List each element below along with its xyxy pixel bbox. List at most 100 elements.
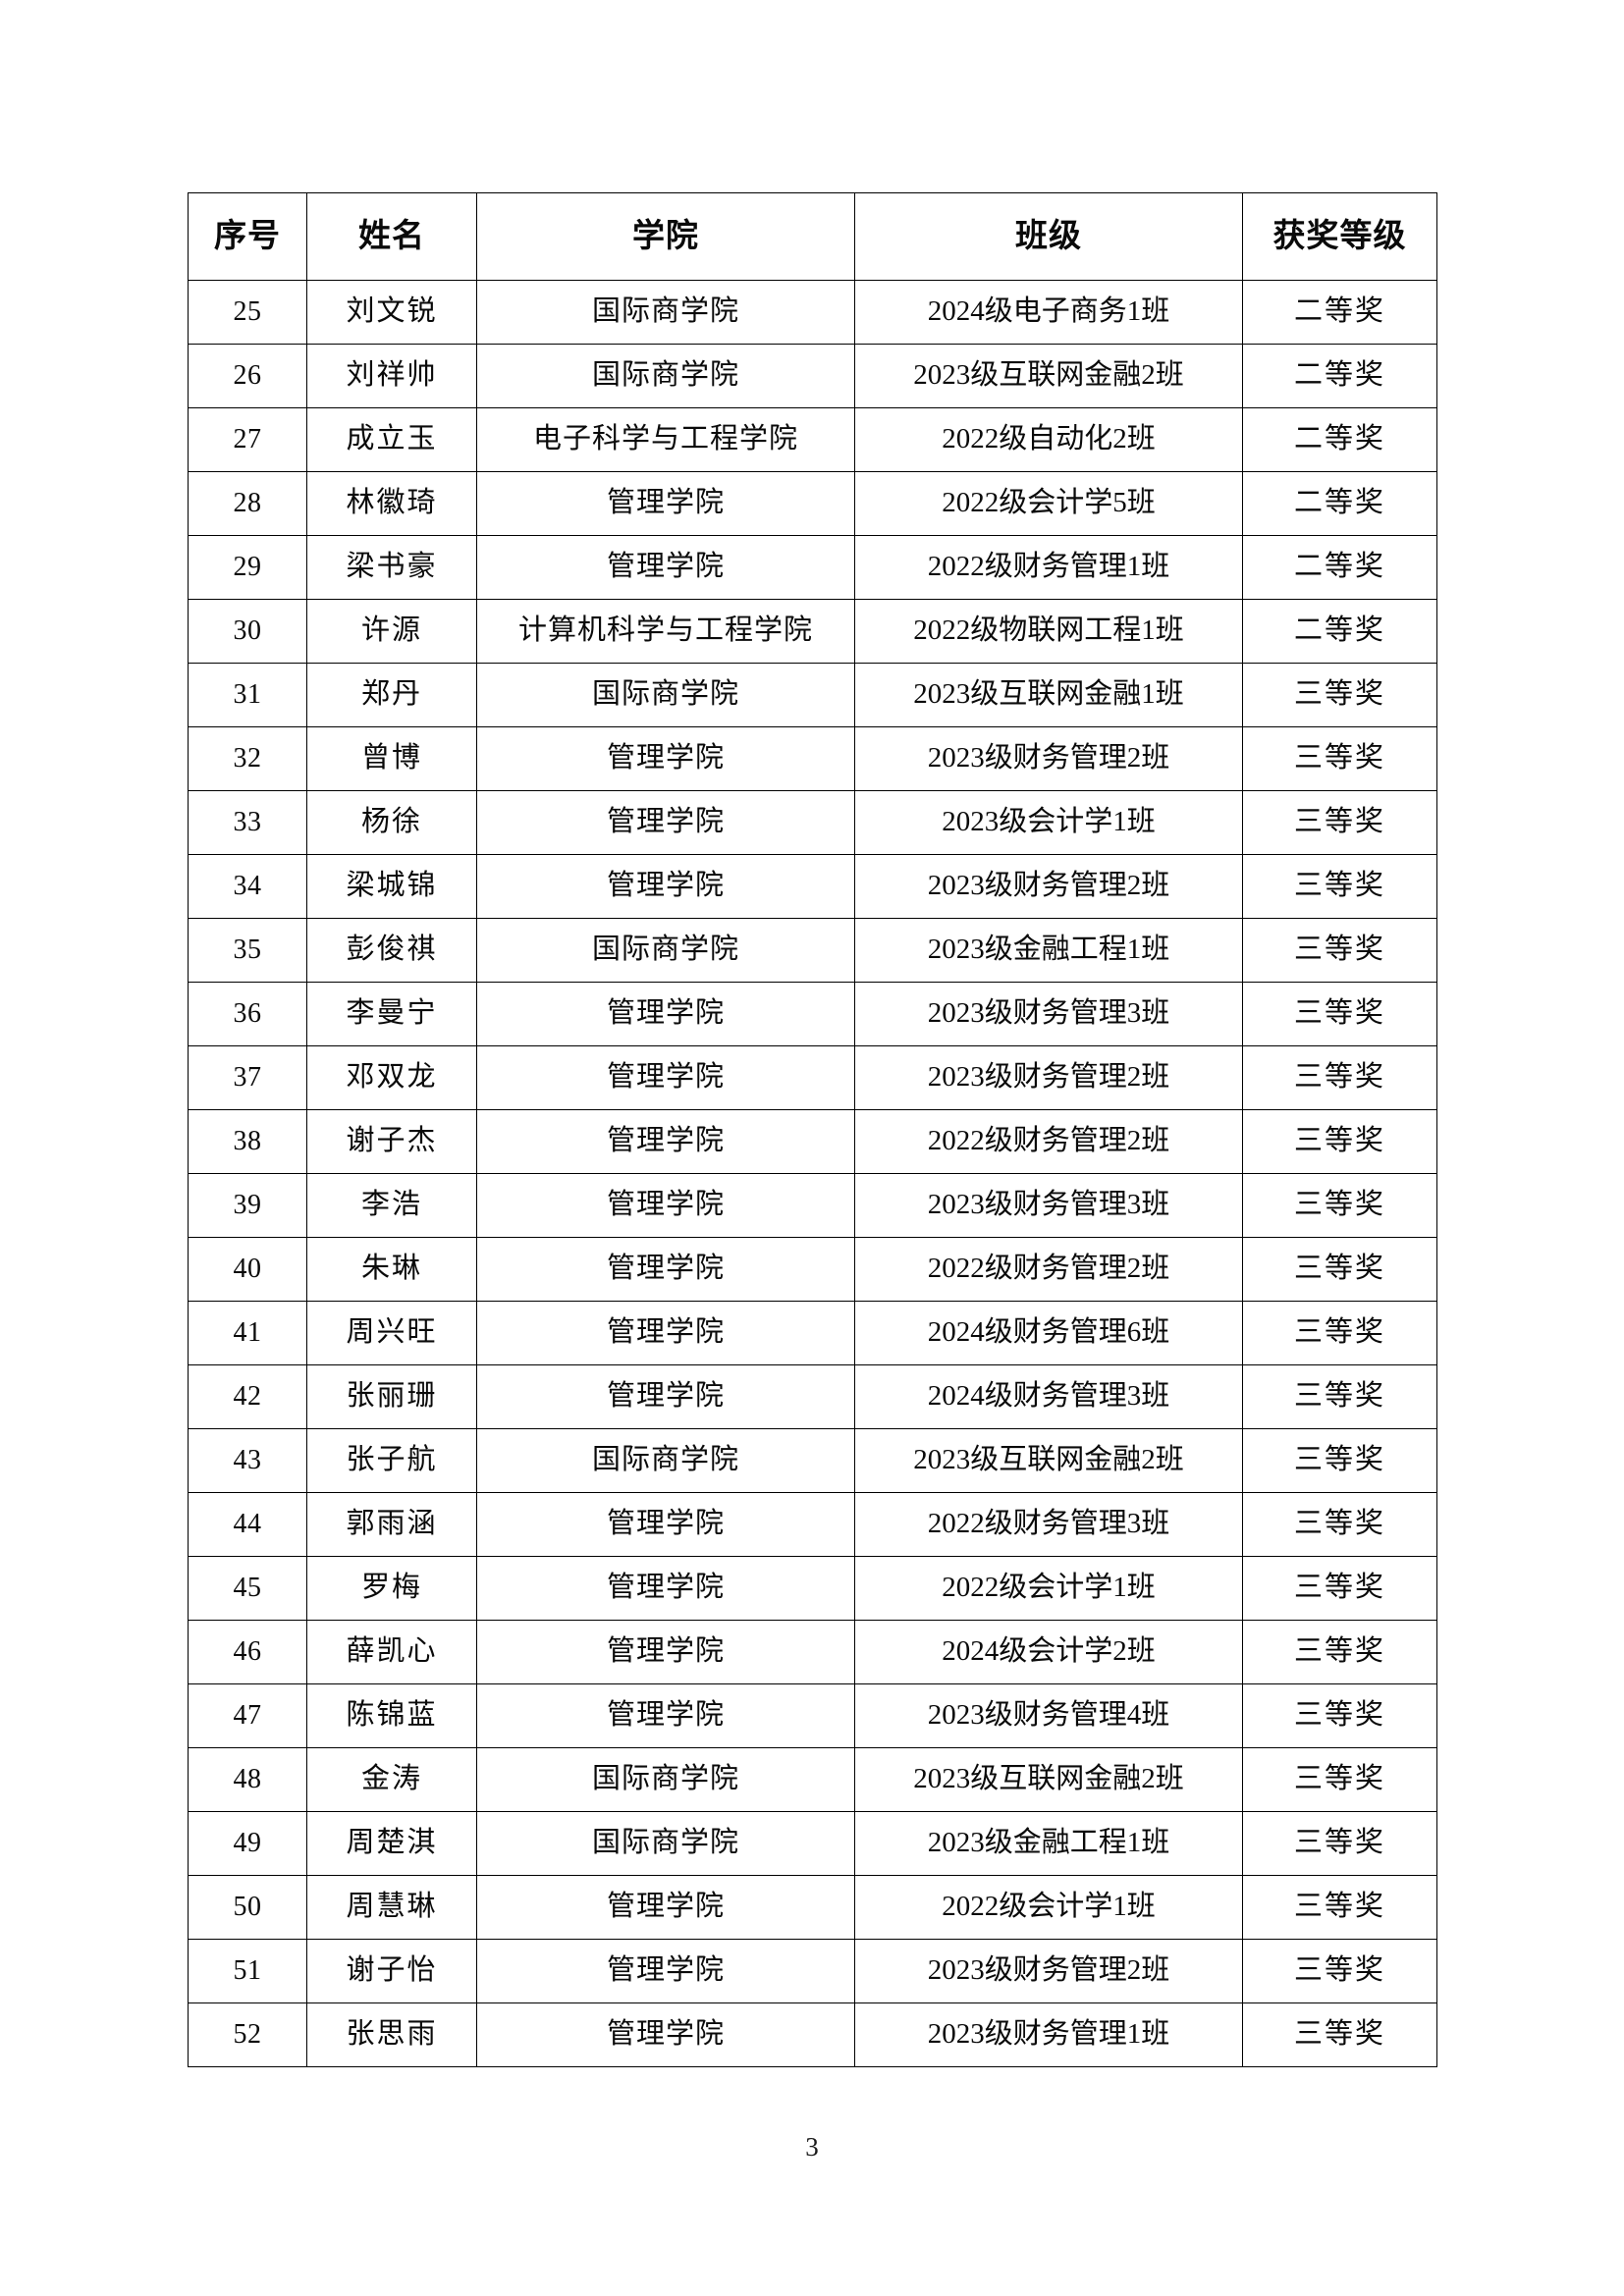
cell-name: 郭雨涵 [306, 1492, 477, 1557]
table-row: 50 周慧琳 管理学院 2022级会计学1班 三等奖 [188, 1875, 1437, 1940]
cell-class: 2024级财务管理3班 [854, 1364, 1243, 1429]
cell-class: 2023级互联网金融1班 [854, 663, 1243, 727]
cell-school: 管理学院 [476, 1045, 855, 1110]
table-row: 40 朱琳 管理学院 2022级财务管理2班 三等奖 [188, 1237, 1437, 1302]
cell-award: 三等奖 [1242, 726, 1437, 791]
cell-school: 管理学院 [476, 1301, 855, 1365]
table-row: 52 张思雨 管理学院 2023级财务管理1班 三等奖 [188, 2002, 1437, 2067]
table-row: 43 张子航 国际商学院 2023级互联网金融2班 三等奖 [188, 1428, 1437, 1493]
cell-class: 2023级互联网金融2班 [854, 344, 1243, 408]
table-row: 47 陈锦蓝 管理学院 2023级财务管理4班 三等奖 [188, 1683, 1437, 1748]
cell-index: 35 [188, 918, 307, 983]
cell-school: 管理学院 [476, 1237, 855, 1302]
cell-school: 管理学院 [476, 1556, 855, 1621]
cell-index: 46 [188, 1620, 307, 1684]
table-row: 51 谢子怡 管理学院 2023级财务管理2班 三等奖 [188, 1939, 1437, 2003]
table-row: 39 李浩 管理学院 2023级财务管理3班 三等奖 [188, 1173, 1437, 1238]
cell-index: 28 [188, 471, 307, 536]
cell-class: 2022级会计学5班 [854, 471, 1243, 536]
column-header-award: 获奖等级 [1242, 192, 1437, 281]
cell-name: 张子航 [306, 1428, 477, 1493]
cell-award: 三等奖 [1242, 1364, 1437, 1429]
cell-award: 三等奖 [1242, 1620, 1437, 1684]
table-row: 28 林徽琦 管理学院 2022级会计学5班 二等奖 [188, 471, 1437, 536]
cell-award: 三等奖 [1242, 1428, 1437, 1493]
table-row: 37 邓双龙 管理学院 2023级财务管理2班 三等奖 [188, 1045, 1437, 1110]
cell-index: 43 [188, 1428, 307, 1493]
cell-school: 管理学院 [476, 1109, 855, 1174]
cell-award: 二等奖 [1242, 344, 1437, 408]
cell-name: 刘祥帅 [306, 344, 477, 408]
page-number: 3 [805, 2132, 819, 2162]
cell-name: 张丽珊 [306, 1364, 477, 1429]
table-row: 27 成立玉 电子科学与工程学院 2022级自动化2班 二等奖 [188, 407, 1437, 472]
cell-school: 国际商学院 [476, 1428, 855, 1493]
cell-index: 32 [188, 726, 307, 791]
cell-name: 谢子杰 [306, 1109, 477, 1174]
cell-award: 三等奖 [1242, 1939, 1437, 2003]
cell-name: 梁城锦 [306, 854, 477, 919]
cell-class: 2022级自动化2班 [854, 407, 1243, 472]
cell-school: 管理学院 [476, 1492, 855, 1557]
cell-school: 管理学院 [476, 471, 855, 536]
cell-name: 李曼宁 [306, 982, 477, 1046]
award-list-table: 序号 姓名 学院 班级 获奖等级 25 刘文锐 国际商学院 2024级电子商务1班 二等… [188, 192, 1437, 2067]
table-header-row: 序号 姓名 学院 班级 获奖等级 [188, 192, 1437, 281]
cell-award: 二等奖 [1242, 535, 1437, 600]
cell-index: 48 [188, 1747, 307, 1812]
table-body: 25 刘文锐 国际商学院 2024级电子商务1班 二等奖 26 刘祥帅 国际商学院 2023级互… [188, 280, 1437, 2067]
cell-school: 国际商学院 [476, 344, 855, 408]
table-row: 25 刘文锐 国际商学院 2024级电子商务1班 二等奖 [188, 280, 1437, 345]
cell-award: 三等奖 [1242, 1045, 1437, 1110]
cell-index: 26 [188, 344, 307, 408]
cell-class: 2023级财务管理4班 [854, 1683, 1243, 1748]
cell-class: 2024级财务管理6班 [854, 1301, 1243, 1365]
cell-index: 37 [188, 1045, 307, 1110]
cell-class: 2022级财务管理2班 [854, 1237, 1243, 1302]
cell-award: 三等奖 [1242, 1811, 1437, 1876]
cell-index: 39 [188, 1173, 307, 1238]
cell-award: 三等奖 [1242, 1109, 1437, 1174]
cell-school: 国际商学院 [476, 663, 855, 727]
table-row: 26 刘祥帅 国际商学院 2023级互联网金融2班 二等奖 [188, 344, 1437, 408]
table-row: 34 梁城锦 管理学院 2023级财务管理2班 三等奖 [188, 854, 1437, 919]
cell-class: 2023级互联网金融2班 [854, 1747, 1243, 1812]
table-row: 33 杨徐 管理学院 2023级会计学1班 三等奖 [188, 790, 1437, 855]
cell-name: 金涛 [306, 1747, 477, 1812]
cell-class: 2023级财务管理1班 [854, 2002, 1243, 2067]
cell-class: 2022级财务管理3班 [854, 1492, 1243, 1557]
cell-award: 三等奖 [1242, 982, 1437, 1046]
cell-school: 管理学院 [476, 1620, 855, 1684]
cell-school: 管理学院 [476, 982, 855, 1046]
cell-name: 周兴旺 [306, 1301, 477, 1365]
cell-school: 管理学院 [476, 790, 855, 855]
cell-class: 2023级财务管理3班 [854, 982, 1243, 1046]
cell-class: 2024级会计学2班 [854, 1620, 1243, 1684]
cell-class: 2022级物联网工程1班 [854, 599, 1243, 664]
cell-class: 2022级会计学1班 [854, 1556, 1243, 1621]
cell-class: 2022级会计学1班 [854, 1875, 1243, 1940]
cell-award: 三等奖 [1242, 1301, 1437, 1365]
cell-school: 管理学院 [476, 1364, 855, 1429]
cell-name: 周楚淇 [306, 1811, 477, 1876]
cell-name: 曾博 [306, 726, 477, 791]
cell-school: 管理学院 [476, 854, 855, 919]
cell-name: 郑丹 [306, 663, 477, 727]
cell-index: 34 [188, 854, 307, 919]
cell-index: 45 [188, 1556, 307, 1621]
cell-school: 国际商学院 [476, 918, 855, 983]
table-row: 45 罗梅 管理学院 2022级会计学1班 三等奖 [188, 1556, 1437, 1621]
cell-award: 三等奖 [1242, 1237, 1437, 1302]
table-row: 31 郑丹 国际商学院 2023级互联网金融1班 三等奖 [188, 663, 1437, 727]
cell-name: 谢子怡 [306, 1939, 477, 2003]
cell-name: 许源 [306, 599, 477, 664]
cell-index: 50 [188, 1875, 307, 1940]
cell-award: 三等奖 [1242, 1683, 1437, 1748]
cell-school: 电子科学与工程学院 [476, 407, 855, 472]
cell-index: 51 [188, 1939, 307, 2003]
cell-index: 38 [188, 1109, 307, 1174]
table-header: 序号 姓名 学院 班级 获奖等级 [188, 192, 1437, 281]
cell-index: 40 [188, 1237, 307, 1302]
cell-name: 周慧琳 [306, 1875, 477, 1940]
